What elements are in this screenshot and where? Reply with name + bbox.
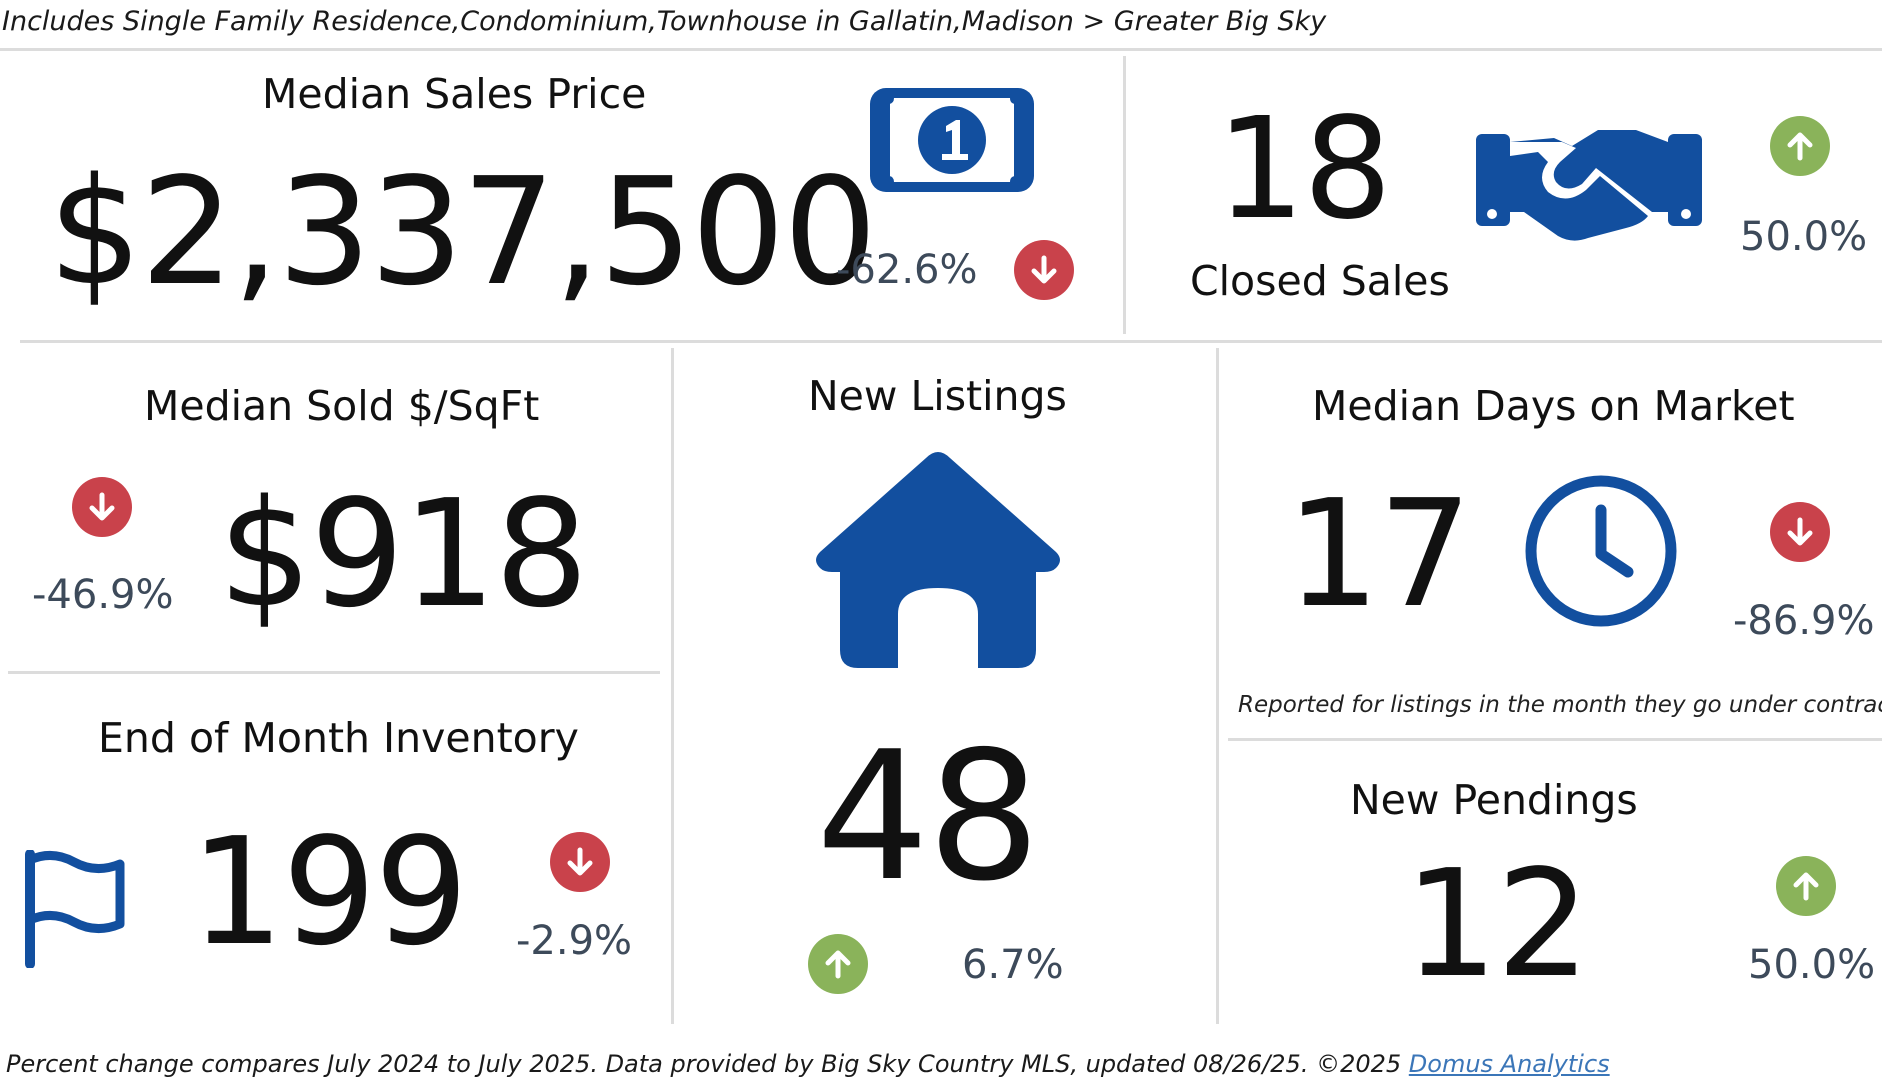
footer: Percent change compares July 2024 to Jul… <box>6 1050 1610 1078</box>
report-subtitle: Includes Single Family Residence,Condomi… <box>2 6 1327 37</box>
divider-top-vertical <box>1123 56 1126 334</box>
handshake-icon <box>1476 112 1702 252</box>
divider-top-row <box>20 340 1882 343</box>
median-sales-price-value: $2,337,500 <box>48 146 877 318</box>
flag-icon <box>22 849 128 972</box>
inventory-value: 199 <box>190 806 468 978</box>
up-arrow-icon <box>1770 116 1830 176</box>
inventory-change: -2.9% <box>516 918 633 964</box>
median-sales-price-title: Median Sales Price <box>262 70 647 118</box>
closed-sales-title: Closed Sales <box>1190 257 1450 305</box>
down-arrow-icon <box>1770 502 1830 562</box>
down-arrow-icon <box>1014 240 1074 300</box>
median-dom-change: -86.9% <box>1733 598 1875 644</box>
closed-sales-change: 50.0% <box>1740 214 1868 260</box>
new-listings-title: New Listings <box>808 372 1067 420</box>
new-pendings-title: New Pendings <box>1350 776 1638 824</box>
median-dom-note: Reported for listings in the month they … <box>1238 692 1882 718</box>
new-listings-change: 6.7% <box>962 942 1064 988</box>
house-icon <box>812 448 1064 674</box>
median-dom-value: 17 <box>1286 468 1472 640</box>
median-sold-sqft-title: Median Sold $/SqFt <box>144 382 540 430</box>
median-sold-sqft-value: $918 <box>218 468 589 640</box>
inventory-title: End of Month Inventory <box>98 714 579 762</box>
divider-right-mid <box>1228 738 1882 741</box>
up-arrow-icon <box>1776 856 1836 916</box>
median-sold-sqft-change: -46.9% <box>32 572 174 618</box>
divider-right-col <box>1216 348 1219 1024</box>
down-arrow-icon <box>550 832 610 892</box>
new-pendings-value: 12 <box>1404 838 1590 1010</box>
dollar-bill-icon <box>864 82 1040 202</box>
new-listings-value: 48 <box>816 713 1040 920</box>
median-sales-price-change: -62.6% <box>836 247 978 293</box>
down-arrow-icon <box>72 477 132 537</box>
domus-analytics-link[interactable]: Domus Analytics <box>1408 1050 1610 1078</box>
closed-sales-value: 18 <box>1216 88 1392 251</box>
divider-left-col <box>671 348 674 1024</box>
median-dom-title: Median Days on Market <box>1312 382 1795 430</box>
up-arrow-icon <box>808 934 868 994</box>
footer-text: Percent change compares July 2024 to Jul… <box>6 1050 1409 1078</box>
divider-left-mid <box>8 671 660 674</box>
clock-icon <box>1524 474 1678 632</box>
header-divider <box>0 48 1882 51</box>
new-pendings-change: 50.0% <box>1748 942 1876 988</box>
